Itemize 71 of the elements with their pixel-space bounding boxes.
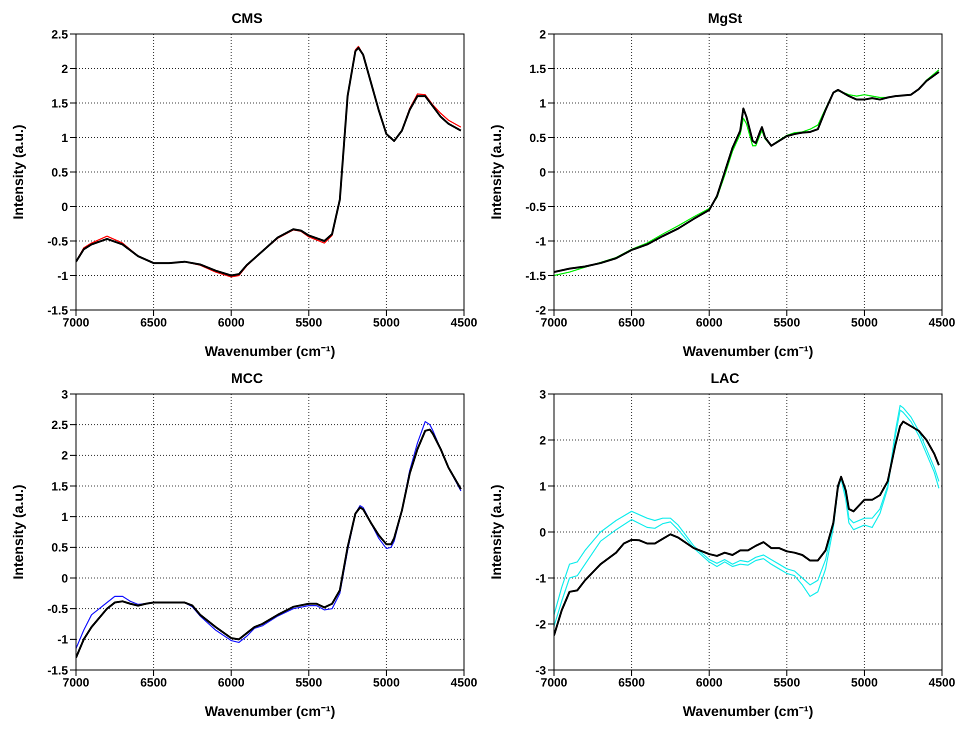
x-tick-label: 7000 [62,676,90,690]
x-tick-label: 5000 [373,676,400,690]
y-tick-label: -2 [535,303,546,318]
x-axis-title: Wavenumber (cm⁻¹) [682,343,814,359]
y-tick-label: -1 [535,571,546,586]
x-tick-label: 7000 [540,316,568,330]
x-tick-label: 6500 [140,316,168,330]
y-tick-label: 0 [61,571,68,586]
y-tick-label: 0 [61,200,68,214]
y-tick-label: 0 [539,525,546,540]
y-tick-label: 1.5 [51,479,68,494]
x-axis-title: Wavenumber (cm⁻¹) [682,703,814,719]
y-tick-label: -0.5 [525,200,546,214]
y-tick-label: 2.5 [51,418,68,432]
x-tick-label: 5500 [295,316,322,330]
x-tick-label: 5500 [773,316,800,330]
x-tick-label: 6000 [696,676,723,690]
x-tick-label: 6500 [618,316,646,330]
y-tick-label: 1 [539,479,546,494]
y-tick-label: 0.5 [51,165,68,180]
x-tick-label: 6000 [696,316,723,330]
x-tick-label: 4500 [450,676,478,690]
y-axis-title: Intensity (a.u.) [488,484,504,580]
y-tick-label: -1.5 [47,663,68,678]
y-tick-label: 2 [61,448,68,463]
x-tick-label: 5500 [773,676,800,690]
chart-title: MCC [230,369,264,388]
y-tick-label: 2 [61,62,68,76]
y-tick-label: -1 [535,234,546,248]
y-tick-label: -1 [57,632,68,647]
y-tick-label: 1 [61,510,68,524]
y-axis-title: Intensity (a.u.) [10,124,26,220]
x-tick-label: 7000 [62,316,90,330]
y-tick-label: -3 [535,663,546,678]
y-tick-label: -2 [535,617,546,632]
y-tick-label: 0.5 [51,540,68,555]
y-tick-label: 2 [539,27,546,42]
y-tick-label: 1 [61,130,68,145]
x-tick-label: 5000 [373,316,400,330]
y-tick-label: 0 [539,165,546,180]
y-tick-label: -1.5 [47,303,68,318]
x-tick-label: 4500 [928,676,956,690]
x-tick-label: 6000 [218,676,245,690]
y-tick-label: 0.5 [529,130,546,145]
x-tick-label: 4500 [450,316,478,330]
x-tick-label: 6500 [618,676,646,690]
y-tick-label: 1 [539,96,546,110]
x-axis-title: Wavenumber (cm⁻¹) [204,703,336,719]
y-tick-label: 1.5 [529,62,546,76]
x-tick-label: 5000 [851,676,878,690]
x-tick-label: 6000 [218,316,245,330]
x-tick-label: 5500 [295,676,322,690]
y-tick-label: -1 [57,268,68,283]
y-tick-label: 3 [61,387,68,402]
y-tick-label: -1.5 [525,268,546,283]
y-tick-label: 3 [539,387,546,402]
chart-title: MgSt [706,9,744,28]
x-tick-label: 5000 [851,316,878,330]
y-tick-label: -0.5 [47,234,68,248]
x-tick-label: 7000 [540,676,568,690]
x-tick-label: 6500 [140,676,168,690]
x-tick-label: 4500 [928,316,956,330]
chart-title: CMS [230,9,264,28]
y-axis-title: Intensity (a.u.) [10,484,26,580]
y-tick-label: 1.5 [51,96,68,110]
chart-title: LAC [710,369,740,388]
x-axis-title: Wavenumber (cm⁻¹) [204,343,336,359]
y-axis-title: Intensity (a.u.) [488,124,504,220]
y-tick-label: -0.5 [47,602,68,616]
y-tick-label: 2 [539,433,546,448]
y-tick-label: 2.5 [51,27,68,42]
